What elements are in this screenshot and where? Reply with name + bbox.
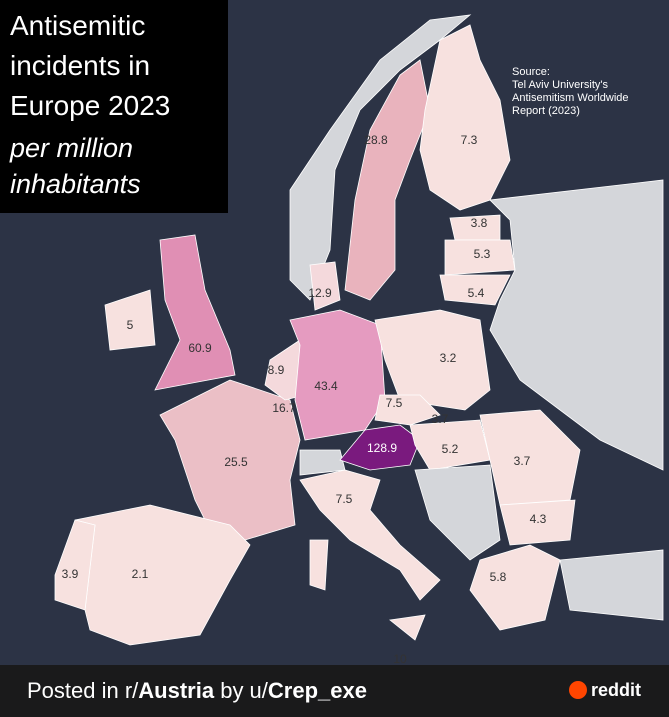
country <box>414 464 501 561</box>
country <box>469 544 561 631</box>
source-line: Report (2023) <box>512 105 580 117</box>
value-label: 7.5 <box>336 492 353 506</box>
value-label: 3.9 <box>62 567 79 581</box>
value-label: 4.3 <box>530 512 547 526</box>
source-line: Source: <box>512 66 550 78</box>
value-label: 2.1 <box>132 567 149 581</box>
value-label: 7.3 <box>461 133 478 147</box>
value-label: 3.7 <box>432 412 449 426</box>
map: 28.8 7.3 3.8 5.3 5.4 12.9 5 60.9 8.9 43.4 3.2 16.7 7… <box>54 14 664 665</box>
source: Source: Tel Aviv University's Antisemiti… <box>512 66 629 118</box>
country <box>499 499 576 546</box>
country <box>374 309 491 411</box>
post-info: Posted in r/Austria by u/Crep_exe <box>27 678 367 704</box>
value-label: 43.4 <box>314 379 338 393</box>
value-label: 5.4 <box>468 286 485 300</box>
country <box>409 419 491 471</box>
country <box>54 519 96 611</box>
footer: Posted in r/Austria by u/Crep_exe reddit <box>0 665 669 717</box>
title-box: Antisemitic incidents in Europe 2023 per… <box>0 0 228 213</box>
value-label: 25.5 <box>224 455 248 469</box>
country <box>374 394 441 426</box>
title: Antisemitic <box>10 10 146 41</box>
value-label: 7.5 <box>386 396 403 410</box>
value-label: 28.8 <box>364 133 388 147</box>
value-label: 5.3 <box>474 247 491 261</box>
value-label: 5.8 <box>490 570 507 584</box>
country <box>104 289 156 351</box>
subreddit-link[interactable]: Austria <box>138 678 215 703</box>
value-label: 5 <box>127 318 134 332</box>
prefix: Posted in r/ <box>27 678 139 703</box>
subtitle-line: inhabitants <box>10 169 141 199</box>
country <box>439 274 511 306</box>
title: incidents in <box>10 50 151 81</box>
reddit-logo[interactable]: reddit <box>568 680 641 701</box>
title: Europe 2023 <box>10 90 171 121</box>
value-label: 12.9 <box>308 286 332 300</box>
country <box>154 234 236 391</box>
value-label: 3.2 <box>440 351 457 365</box>
country <box>444 239 516 276</box>
value-label: 3.8 <box>471 216 488 230</box>
country <box>289 309 386 441</box>
country <box>559 549 664 621</box>
country <box>419 24 511 211</box>
value-label: 128.9 <box>367 441 397 455</box>
by: by u/ <box>220 678 268 703</box>
subtitle: per million inhabitants <box>10 130 218 202</box>
source-line: Antisemitism Worldwide <box>512 92 629 104</box>
country <box>389 614 426 641</box>
country <box>309 539 329 591</box>
value-label: 16.7 <box>272 401 296 415</box>
country <box>299 469 441 601</box>
country <box>289 14 472 301</box>
brand: reddit <box>590 680 641 700</box>
logo-icon <box>568 681 587 699</box>
value-label: 10 <box>393 652 407 665</box>
value-label: 3.7 <box>514 454 531 468</box>
countries <box>54 14 664 646</box>
source-line: Tel Aviv University's <box>512 79 609 91</box>
value-label: 5.2 <box>442 442 459 456</box>
country <box>159 379 301 541</box>
country <box>309 261 341 311</box>
country <box>489 179 664 471</box>
value-label: 60.9 <box>188 341 212 355</box>
value-labels: 28.8 7.3 3.8 5.3 5.4 12.9 5 60.9 8.9 43.4 3.2 16.7 7… <box>62 133 547 665</box>
user-link[interactable]: Crep_exe <box>267 678 367 703</box>
value-label: 8.9 <box>268 363 285 377</box>
subtitle-line: per million <box>10 133 134 163</box>
